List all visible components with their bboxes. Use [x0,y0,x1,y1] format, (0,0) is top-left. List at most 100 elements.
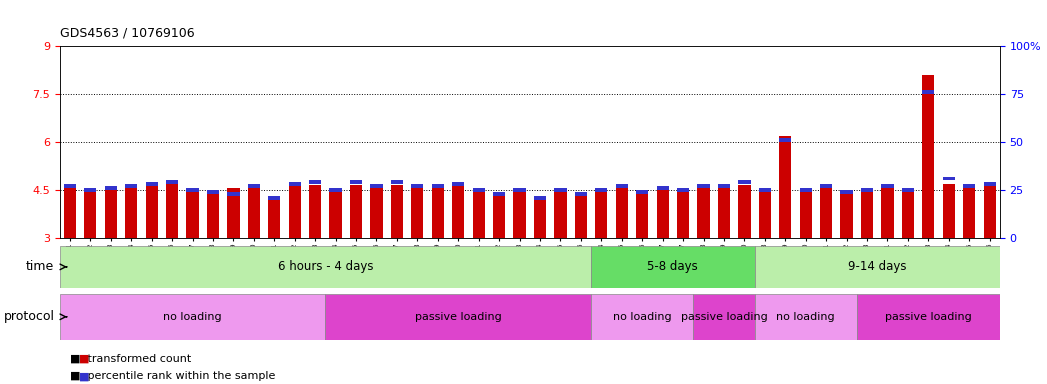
Text: passive loading: passive loading [415,312,502,322]
Bar [166,180,178,184]
Bar [146,184,158,238]
Bar [186,189,199,238]
Bar [575,192,587,238]
Bar [227,189,240,238]
Text: no loading: no loading [612,312,671,322]
Text: ■: ■ [79,354,89,364]
Bar [616,184,628,188]
Bar [64,184,76,188]
Bar [391,180,403,184]
Text: no loading: no loading [777,312,836,322]
Bar [595,188,607,192]
Bar [738,185,751,238]
Bar [554,188,566,192]
Bar [882,184,893,188]
Bar [800,188,811,192]
Bar [493,192,506,238]
Bar [493,192,506,196]
Bar [84,189,96,238]
Bar [248,184,260,188]
Bar [166,184,178,238]
Bar [718,187,730,238]
Bar [616,187,628,238]
Bar [963,184,976,188]
Bar [431,184,444,188]
Bar [248,187,260,238]
Bar [637,190,648,194]
Bar [125,184,137,188]
Bar [800,189,811,238]
Bar [207,190,219,238]
Bar [60,246,592,288]
Bar [901,189,914,238]
Bar [64,187,76,238]
Bar [513,190,526,238]
Bar [820,184,832,188]
Bar [779,138,792,142]
Bar [371,184,382,188]
Bar [942,184,955,238]
Bar [472,188,485,192]
Bar [431,187,444,238]
Bar [942,177,955,180]
Text: passive loading: passive loading [885,312,972,322]
Bar [268,197,281,238]
Bar [84,188,96,192]
Bar [534,197,547,238]
Text: GDS4563 / 10769106: GDS4563 / 10769106 [60,27,195,40]
Bar [411,184,423,188]
Bar [841,190,852,194]
Bar [534,196,547,200]
Bar [922,90,935,94]
Bar [759,188,771,192]
Bar [227,192,240,196]
Bar [697,184,710,188]
Bar [289,185,300,238]
Text: ■: ■ [79,371,89,381]
Bar [882,187,893,238]
Bar [513,188,526,192]
Bar [268,196,281,200]
Bar [207,190,219,194]
Bar [656,189,669,238]
Bar [841,190,852,238]
Bar [718,184,730,188]
Bar [146,182,158,186]
Bar [759,189,771,238]
Bar [371,187,382,238]
Bar [861,189,873,238]
Bar [452,185,465,238]
Bar [452,182,465,186]
Text: protocol: protocol [3,310,54,323]
Bar [350,180,362,184]
Bar [820,187,832,238]
Bar [656,186,669,190]
Bar [983,184,996,238]
Text: passive loading: passive loading [681,312,767,322]
Bar [60,294,326,340]
Bar [309,185,321,238]
Bar [575,192,587,196]
Bar [963,187,976,238]
Bar [391,185,403,238]
Bar [922,75,935,238]
Bar [326,294,592,340]
Text: 9-14 days: 9-14 days [848,260,907,273]
Bar [697,187,710,238]
Bar [983,182,996,186]
Bar [861,188,873,192]
Bar [411,187,423,238]
Text: 6 hours - 4 days: 6 hours - 4 days [277,260,373,273]
Bar [186,188,199,192]
Text: 5-8 days: 5-8 days [647,260,698,273]
Bar [105,186,117,190]
Bar [677,189,689,238]
Bar [592,294,693,340]
Text: no loading: no loading [163,312,222,322]
Bar [330,188,341,192]
Bar [289,182,300,186]
Bar [350,185,362,238]
Bar [592,246,755,288]
Bar [677,188,689,192]
Text: ■  percentile rank within the sample: ■ percentile rank within the sample [70,371,275,381]
